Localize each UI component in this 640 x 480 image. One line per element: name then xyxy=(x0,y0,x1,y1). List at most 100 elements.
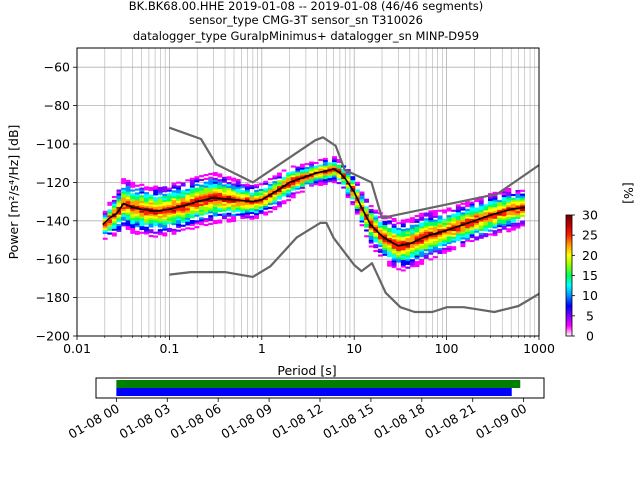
density-cell xyxy=(157,208,163,211)
density-cell xyxy=(419,226,425,229)
density-cell xyxy=(368,241,374,244)
density-cell xyxy=(244,187,250,190)
density-cell xyxy=(116,214,122,217)
density-cell xyxy=(428,242,434,246)
psd-plot-area: 0.01 0.1 1 10 100 1000 −60−80−100−120−140−160… xyxy=(36,47,555,356)
density-cell xyxy=(419,224,425,227)
density-cell xyxy=(166,187,172,190)
density-cell xyxy=(350,203,356,206)
density-cell xyxy=(272,194,278,197)
density-cell xyxy=(194,195,200,198)
density-cell xyxy=(111,217,117,220)
density-cell xyxy=(336,172,342,175)
density-cell xyxy=(144,220,149,224)
density-cell xyxy=(377,254,383,257)
density-cell xyxy=(148,225,154,228)
density-cell xyxy=(148,204,154,207)
density-cell xyxy=(501,221,507,224)
density-cell xyxy=(391,246,397,249)
density-cell xyxy=(125,193,131,196)
density-cell xyxy=(272,177,278,180)
density-cell xyxy=(290,178,296,182)
density-cell xyxy=(180,193,186,197)
density-cell xyxy=(400,232,406,235)
density-cell xyxy=(336,178,342,181)
density-cell xyxy=(506,197,512,200)
density-cell xyxy=(121,201,126,204)
density-cell xyxy=(478,236,484,239)
density-cell xyxy=(428,237,434,240)
density-cell xyxy=(162,224,168,227)
density-cell xyxy=(290,173,296,176)
density-cell xyxy=(345,188,351,191)
density-cell xyxy=(254,201,259,204)
y-tick-label: −160 xyxy=(36,252,70,267)
density-cell xyxy=(497,205,503,208)
density-cell xyxy=(497,203,503,207)
density-cell xyxy=(134,215,140,218)
density-cell xyxy=(153,224,159,227)
x-axis-label: Period [s] xyxy=(277,363,336,378)
density-cell xyxy=(455,210,461,213)
density-cell xyxy=(189,221,195,225)
density-cell xyxy=(194,180,200,183)
density-cell xyxy=(194,176,200,179)
density-cell xyxy=(382,234,388,237)
density-cell xyxy=(217,213,223,216)
density-cell xyxy=(515,195,521,198)
density-cell xyxy=(194,203,200,206)
density-cell xyxy=(111,201,117,204)
density-cell xyxy=(400,248,406,251)
density-cell xyxy=(189,223,195,226)
density-cell xyxy=(185,219,191,222)
density-cell xyxy=(235,205,241,209)
density-cell xyxy=(166,214,172,217)
density-cell xyxy=(258,188,264,192)
density-cell xyxy=(139,197,145,200)
density-cell xyxy=(208,205,214,208)
density-cell xyxy=(469,224,475,227)
density-cell xyxy=(144,201,149,204)
density-cell xyxy=(419,243,425,246)
density-cell xyxy=(295,170,301,173)
density-cell xyxy=(102,218,108,221)
density-cell xyxy=(121,180,126,183)
density-cell xyxy=(176,220,182,223)
density-cell xyxy=(304,178,310,181)
density-cell xyxy=(465,224,470,227)
density-cell xyxy=(203,174,209,177)
density-cell xyxy=(212,212,218,215)
density-cell xyxy=(400,240,406,243)
density-cell xyxy=(107,219,113,222)
density-cell xyxy=(254,186,259,189)
density-cell xyxy=(432,210,438,213)
density-cell xyxy=(506,203,512,206)
density-cell xyxy=(313,161,319,165)
density-cell xyxy=(134,213,140,216)
density-cell xyxy=(121,191,126,194)
x-tick-label: 1 xyxy=(258,341,266,356)
density-cell xyxy=(405,230,411,233)
density-cell xyxy=(478,213,484,216)
density-cell xyxy=(506,193,512,196)
density-cell xyxy=(240,211,246,214)
density-cell xyxy=(414,228,420,231)
density-cell xyxy=(295,179,301,183)
density-cell xyxy=(506,214,512,217)
density-cell xyxy=(309,176,315,180)
density-cell xyxy=(419,222,425,225)
density-cell xyxy=(515,191,521,194)
density-cell xyxy=(442,232,448,235)
density-cell xyxy=(446,215,452,218)
density-cell xyxy=(199,192,204,195)
density-cell xyxy=(460,225,466,228)
density-cell xyxy=(396,252,402,255)
density-cell xyxy=(437,250,443,253)
density-cell xyxy=(267,185,273,188)
density-cell xyxy=(304,163,310,166)
density-cell xyxy=(478,205,484,209)
density-cell xyxy=(497,213,503,216)
density-cell xyxy=(144,215,149,218)
density-cell xyxy=(327,179,333,182)
density-cell xyxy=(107,213,113,216)
